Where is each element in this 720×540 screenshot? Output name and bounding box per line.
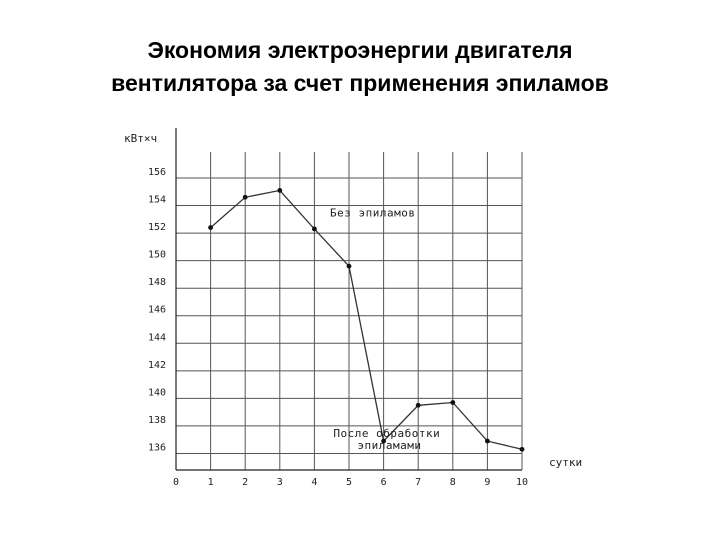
data-point bbox=[519, 446, 525, 452]
chart-annotations: Без эпиламов После обработки эпиламами bbox=[330, 207, 440, 452]
annotation-line: После обработки bbox=[333, 427, 440, 440]
x-axis-label: сутки bbox=[549, 456, 582, 469]
y-tick-label: 156 bbox=[148, 167, 166, 178]
x-tick-labels: 0 1 2 3 4 5 6 7 8 9 10 bbox=[173, 477, 528, 488]
chart-annotation: Без эпиламов bbox=[330, 207, 415, 220]
data-point bbox=[485, 438, 490, 444]
data-point bbox=[346, 263, 352, 269]
data-point bbox=[312, 226, 317, 232]
chart-annotation: После обработки эпиламами bbox=[333, 427, 440, 452]
data-point bbox=[242, 194, 248, 200]
data-point bbox=[450, 400, 456, 405]
x-tick-label: 6 bbox=[381, 477, 387, 488]
y-tick-label: 146 bbox=[148, 305, 166, 316]
data-point bbox=[381, 438, 386, 444]
y-tick-label: 148 bbox=[148, 277, 166, 288]
x-tick-label: 1 bbox=[208, 477, 214, 488]
axis-labels: кВт×ч сутки bbox=[124, 132, 582, 469]
data-point bbox=[277, 187, 283, 193]
page-title: Экономия электроэнергии двигателя вентил… bbox=[0, 34, 720, 100]
title-line-1: Экономия электроэнергии двигателя bbox=[147, 37, 573, 63]
x-tick-label: 8 bbox=[450, 477, 456, 488]
y-axis-label: кВт×ч bbox=[124, 132, 157, 145]
x-tick-label: 2 bbox=[242, 477, 248, 488]
y-tick-labels: 136 138 140 142 144 146 148 150 152 154 156 bbox=[148, 167, 166, 453]
x-tick-label: 5 bbox=[346, 477, 352, 488]
x-tick-label: 10 bbox=[516, 477, 528, 488]
x-tick-label: 9 bbox=[484, 477, 490, 488]
data-point bbox=[415, 402, 421, 408]
annotation-line: эпиламами bbox=[357, 439, 421, 452]
series-line bbox=[210, 189, 523, 450]
chart-grid bbox=[176, 152, 523, 470]
y-tick-label: 144 bbox=[148, 332, 166, 343]
y-tick-label: 152 bbox=[148, 222, 166, 233]
x-tick-label: 7 bbox=[415, 477, 421, 488]
annotation-line: Без эпиламов bbox=[330, 207, 415, 220]
series-group bbox=[208, 187, 525, 452]
y-tick-label: 136 bbox=[148, 442, 166, 453]
x-tick-label: 3 bbox=[277, 477, 283, 488]
y-tick-label: 150 bbox=[148, 250, 166, 261]
y-tick-label: 138 bbox=[148, 415, 166, 426]
y-tick-label: 140 bbox=[148, 387, 166, 398]
y-tick-label: 142 bbox=[148, 360, 166, 371]
x-tick-label: 0 bbox=[173, 477, 179, 488]
x-tick-label: 4 bbox=[311, 477, 317, 488]
y-tick-label: 154 bbox=[148, 195, 166, 206]
title-line-2: вентилятора за счет применения эпиламов bbox=[111, 70, 609, 96]
chart-axes bbox=[175, 128, 522, 471]
data-point bbox=[208, 225, 214, 230]
